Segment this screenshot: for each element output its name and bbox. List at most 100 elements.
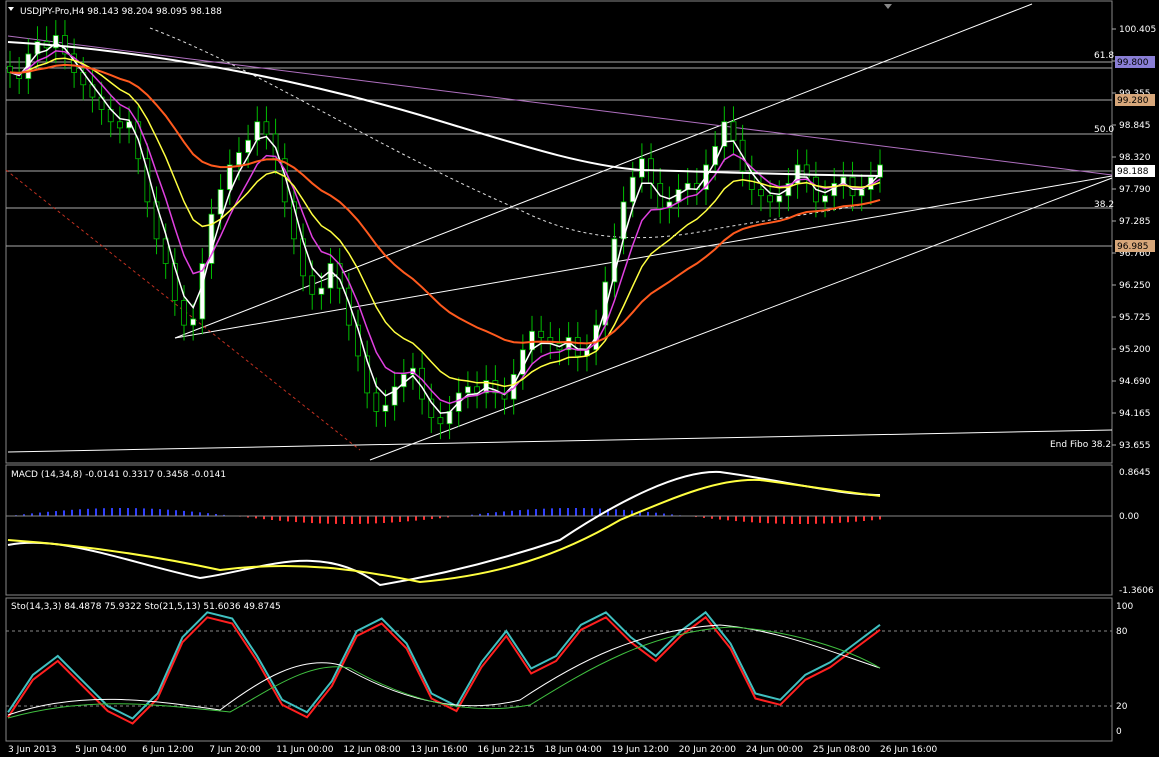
candles [7,20,883,440]
time-tick-label: 24 Jun 00:00 [746,745,803,755]
ma-yellow [9,57,881,388]
moving-averages [7,41,881,414]
macd-header: MACD (14,34,8) -0.0141 0.3317 0.3458 -0.… [11,470,226,480]
time-tick-label: 26 Jun 16:00 [880,745,937,755]
candle-body [318,287,325,295]
candle-body [437,417,444,425]
candle-body [62,35,68,55]
fibo-end-label: End Fibo 38.2 [1050,440,1111,450]
candle-body [767,195,774,203]
candle-body [822,195,828,203]
macd-pane: 0.8645 0.00 -1.3606 [6,468,1154,596]
macd-tick-label: -1.3606 [1119,586,1154,596]
time-axis: 3 Jun 2013 5 Jun 04:00 6 Jun 12:00 7 Jun 20… [8,745,937,755]
candle-body [391,386,398,406]
candle-body [171,263,178,301]
stoch2-main-line [7,624,881,716]
time-tick-label: 19 Jun 12:00 [612,745,669,755]
candle-body [373,392,380,412]
candle-body [254,121,261,141]
candle-body [428,398,435,418]
price-tick-label: 96.760 [1119,249,1151,259]
price-tick-label: 96.250 [1119,281,1151,291]
stoch-tick-label: 0 [1116,727,1122,737]
fibo-label-500: 50.0 [1094,125,1114,135]
candle-body [721,121,728,147]
ma-slow-white [7,41,881,177]
candle-body [464,386,471,394]
candle-body [52,35,59,49]
price-tick-label: 98.845 [1119,121,1151,131]
stoch-header: Sto(14,3,3) 84.4878 75.9322 Sto(21,5,13)… [11,602,281,612]
price-tick-label: 95.725 [1119,313,1151,323]
candle-body [492,380,499,394]
current-price-tag [1115,165,1155,177]
level-tag-label: 99.280 [1117,96,1149,106]
candle-body [245,139,252,153]
price-tick-label: 94.165 [1119,409,1151,419]
candle-body [419,367,426,400]
time-tick-label: 12 Jun 08:00 [343,745,400,755]
trend-line [174,175,1113,339]
macd-tick-label: 0.00 [1119,512,1139,522]
candle-body [629,176,636,203]
ma-magenta [9,50,881,405]
stoch2-signal-line [7,626,881,719]
candle-body [638,158,645,178]
stoch-tick-label: 80 [1116,627,1128,637]
candle-body [236,152,242,166]
time-tick-label: 5 Jun 04:00 [75,745,127,755]
candle-body [611,238,618,283]
ma-red [9,63,881,345]
price-tick-label: 95.200 [1119,345,1151,355]
stoch-pane: 100 80 20 0 [6,602,1133,737]
candle-body [162,238,169,264]
fixed-lines [5,3,1113,461]
frame [5,0,1113,742]
time-tick-label: 3 Jun 2013 [8,745,56,755]
time-tick-label: 16 Jun 22:15 [478,745,535,755]
candle-body [877,164,883,178]
time-tick-label: 18 Jun 04:00 [545,745,602,755]
trend-line [7,429,1113,453]
chart-shift-icon[interactable] [884,4,892,9]
current-price-label: 98.188 [1117,167,1149,177]
candle-body [281,158,288,203]
dashed-ma [149,27,881,239]
main-pane-border [5,0,1113,464]
macd-tick-label: 0.8645 [1119,468,1151,478]
level-tag-label: 96.985 [1117,242,1149,252]
candle-body [263,121,270,135]
candle-body [153,201,160,240]
stoch-tick-label: 20 [1116,702,1128,712]
time-tick-label: 25 Jun 08:00 [813,745,870,755]
level-tag [1115,56,1155,68]
price-tick-label: 97.790 [1119,185,1151,195]
price-tick-label: 93.655 [1119,441,1151,451]
candle-body [208,213,215,264]
dropdown-triangle-icon[interactable] [8,7,14,11]
candle-body [355,324,361,357]
time-tick-label: 6 Jun 12:00 [142,745,194,755]
macd-pane-border [5,464,1113,596]
trend-line [174,3,1033,339]
time-tick-label: 11 Jun 00:00 [276,745,333,755]
trend-line [369,177,1113,461]
stoch-d-line [7,615,881,725]
candle-body [446,411,453,425]
fibo-label-618: 61.8 [1094,51,1114,61]
candle-body [858,189,865,197]
candle-body [345,287,352,326]
candle-body [538,330,545,338]
candle-body [226,164,233,190]
time-tick-label: 7 Jun 20:00 [209,745,261,755]
macd-line [7,470,881,587]
candle-body [327,263,334,289]
stoch-tick-label: 100 [1116,602,1133,612]
price-tick-label: 94.690 [1119,377,1151,387]
symbol-header: USDJPY-Pro,H4 98.143 98.204 98.095 98.18… [20,7,222,17]
time-tick-label: 13 Jun 16:00 [410,745,467,755]
stoch-pane-border [5,597,1113,742]
